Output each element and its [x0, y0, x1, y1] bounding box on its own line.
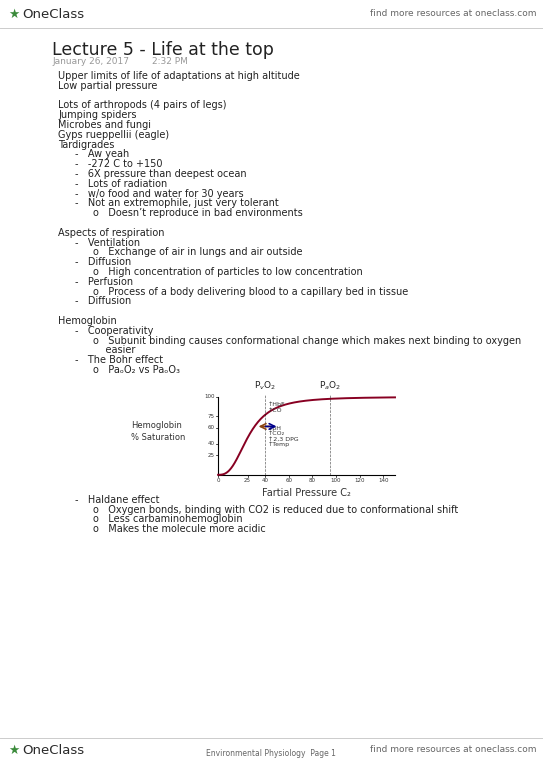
Text: o   High concentration of particles to low concentration: o High concentration of particles to low…: [93, 267, 363, 277]
Text: 0: 0: [216, 478, 220, 483]
Text: 140: 140: [378, 478, 388, 483]
Text: Low partial pressure: Low partial pressure: [58, 81, 157, 91]
Text: -   w/o food and water for 30 years: - w/o food and water for 30 years: [75, 189, 244, 199]
Text: ↓pH: ↓pH: [268, 425, 282, 430]
Text: Fartial Pressure C₂: Fartial Pressure C₂: [262, 488, 351, 497]
Text: o   Oxygen bonds, binding with CO2 is reduced due to conformational shift: o Oxygen bonds, binding with CO2 is redu…: [93, 504, 458, 514]
Text: Jumping spiders: Jumping spiders: [58, 110, 136, 120]
Text: find more resources at oneclass.com: find more resources at oneclass.com: [369, 745, 536, 755]
Text: OneClass: OneClass: [22, 744, 84, 756]
Text: o   Exchange of air in lungs and air outside: o Exchange of air in lungs and air outsi…: [93, 247, 302, 257]
Text: OneClass: OneClass: [22, 8, 84, 21]
Text: o   Less carbaminohemoglobin: o Less carbaminohemoglobin: [93, 514, 243, 524]
Text: P$_v$O$_2$: P$_v$O$_2$: [254, 380, 276, 392]
Text: 75: 75: [208, 413, 215, 419]
Text: -   -272 C to +150: - -272 C to +150: [75, 159, 162, 169]
Text: Gyps rueppellii (eagle): Gyps rueppellii (eagle): [58, 130, 169, 140]
Text: ★: ★: [8, 744, 19, 756]
Text: 40: 40: [208, 441, 215, 446]
Text: o   PaₒO₂ vs PaₒO₃: o PaₒO₂ vs PaₒO₃: [93, 365, 180, 375]
Text: Environmental Physiology  Page 1: Environmental Physiology Page 1: [206, 749, 336, 758]
Text: ↑Temp: ↑Temp: [268, 442, 289, 447]
Text: Upper limits of life of adaptations at high altitude: Upper limits of life of adaptations at h…: [58, 71, 300, 81]
Text: ↑CO: ↑CO: [268, 407, 282, 413]
Text: Lecture 5 - Life at the top: Lecture 5 - Life at the top: [52, 41, 274, 59]
Text: -   Not an extremophile, just very tolerant: - Not an extremophile, just very toleran…: [75, 199, 279, 209]
Text: -   Diffusion: - Diffusion: [75, 257, 131, 267]
Text: ↑2,3 DPG: ↑2,3 DPG: [268, 437, 298, 441]
Text: o   Makes the molecule more acidic: o Makes the molecule more acidic: [93, 524, 266, 534]
Text: -   Diffusion: - Diffusion: [75, 296, 131, 306]
Text: -   Ventilation: - Ventilation: [75, 238, 140, 248]
Text: Aspects of respiration: Aspects of respiration: [58, 228, 165, 238]
Text: -   Cooperativity: - Cooperativity: [75, 326, 153, 336]
Text: Lots of arthropods (4 pairs of legs): Lots of arthropods (4 pairs of legs): [58, 100, 226, 110]
Text: find more resources at oneclass.com: find more resources at oneclass.com: [369, 9, 536, 18]
Text: 25: 25: [208, 453, 215, 458]
Text: 120: 120: [355, 478, 365, 483]
Text: -   The Bohr effect: - The Bohr effect: [75, 355, 163, 365]
Text: January 26, 2017        2:32 PM: January 26, 2017 2:32 PM: [52, 57, 188, 66]
Text: 100: 100: [331, 478, 341, 483]
Text: o   Process of a body delivering blood to a capillary bed in tissue: o Process of a body delivering blood to …: [93, 286, 408, 296]
Text: ↑HbF: ↑HbF: [268, 402, 285, 407]
Text: 25: 25: [244, 478, 251, 483]
Text: Hemoglobin: Hemoglobin: [58, 316, 117, 326]
Text: 60: 60: [285, 478, 292, 483]
Text: Microbes and fungi: Microbes and fungi: [58, 120, 151, 130]
Text: -   Lots of radiation: - Lots of radiation: [75, 179, 167, 189]
Text: -   Haldane effect: - Haldane effect: [75, 495, 160, 505]
Text: Hemoglobin
% Saturation: Hemoglobin % Saturation: [131, 421, 185, 442]
Text: o   Subunit binding causes conformational change which makes next binding to oxy: o Subunit binding causes conformational …: [93, 336, 521, 346]
Text: 100: 100: [205, 394, 215, 400]
Text: easier: easier: [93, 346, 135, 356]
Text: -   6X pressure than deepest ocean: - 6X pressure than deepest ocean: [75, 169, 247, 179]
Text: ↑CO₂: ↑CO₂: [268, 431, 285, 436]
Text: -   Aw yeah: - Aw yeah: [75, 149, 129, 159]
Text: -   Perfusion: - Perfusion: [75, 276, 133, 286]
Text: 40: 40: [262, 478, 269, 483]
Text: 60: 60: [208, 426, 215, 430]
Text: o   Doesn’t reproduce in bad environments: o Doesn’t reproduce in bad environments: [93, 208, 303, 218]
Text: Tardigrades: Tardigrades: [58, 139, 115, 149]
Text: ★: ★: [8, 8, 19, 21]
Text: P$_a$O$_2$: P$_a$O$_2$: [319, 380, 341, 392]
Text: 80: 80: [309, 478, 316, 483]
